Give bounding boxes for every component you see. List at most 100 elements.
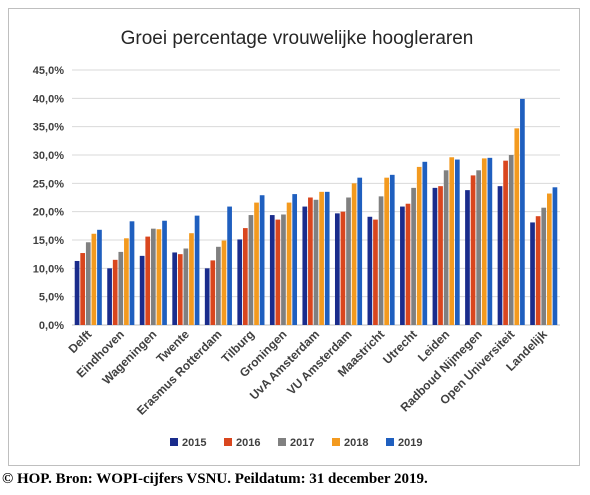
bar-2017-twente	[183, 248, 189, 325]
legend-swatch	[332, 438, 340, 446]
bar-2019-delft	[97, 229, 102, 325]
bar-2016-landelijk	[535, 216, 541, 325]
bar-2018-wageningen	[156, 229, 162, 325]
y-axis-ticks: 0,0% 5,0% 10,0% 15,0% 20,0% 25,0% 30,0% 35,0% 40…	[33, 65, 64, 332]
bar-2019-tilburg	[259, 195, 265, 325]
bar-2019-erasmus-rotterdam	[227, 206, 232, 325]
y-tick-label: 40,0%	[33, 93, 64, 105]
bar-2017-landelijk	[541, 207, 547, 325]
y-tick-label: 35,0%	[33, 122, 64, 134]
bar-2017-tilburg	[248, 215, 254, 325]
bar-2017-uva-amsterdam	[313, 199, 319, 325]
bar-2016-groningen	[275, 219, 281, 325]
y-tick-label: 25,0%	[33, 178, 64, 190]
bar-2017-delft	[85, 242, 91, 325]
bar-2015-groningen	[269, 215, 275, 325]
bar-2016-wageningen	[145, 236, 151, 325]
bar-2017-radboud-nijmegen	[476, 170, 482, 325]
bar-2015-twente	[172, 252, 178, 325]
bar-2017-utrecht	[411, 187, 416, 325]
bar-2016-erasmus-rotterdam	[210, 260, 216, 325]
legend: 2015 2016 2017 2018 2019	[170, 437, 422, 449]
bar-2018-landelijk	[546, 193, 552, 325]
bar-2019-wageningen	[162, 220, 167, 325]
x-tick-label: Utrecht	[380, 327, 420, 367]
y-tick-label: 20,0%	[33, 207, 64, 219]
bar-2018-leiden	[449, 157, 455, 325]
chart-title: Groei percentage vrouwelijke hoogleraren	[121, 28, 474, 49]
bar-2018-utrecht	[416, 166, 422, 325]
legend-label: 2016	[236, 437, 260, 449]
bar-2018-eindhoven	[124, 238, 129, 325]
bar-2017-groningen	[281, 214, 286, 325]
bar-2019-twente	[194, 215, 200, 325]
bar-2016-vu-amsterdam	[340, 211, 346, 325]
y-tick-label: 30,0%	[33, 150, 64, 162]
bar-2015-open-universiteit	[497, 186, 503, 325]
bar-2015-delft	[74, 260, 80, 325]
bar-2019-leiden	[454, 159, 460, 325]
bar-2017-maastricht	[378, 196, 384, 325]
x-tick-label: Delft	[66, 327, 95, 356]
bar-2016-utrecht	[405, 203, 411, 325]
bar-2018-uva-amsterdam	[319, 191, 324, 325]
bar-2016-leiden	[438, 186, 443, 325]
y-tick-label: 10,0%	[33, 263, 64, 275]
bar-2015-utrecht	[400, 206, 405, 325]
bar-2016-uva-amsterdam	[308, 197, 313, 325]
y-tick-label: 0,0%	[39, 320, 64, 332]
bar-2017-open-universiteit	[508, 155, 514, 325]
bar-2015-vu-amsterdam	[334, 213, 340, 325]
bar-2019-groningen	[292, 194, 298, 325]
bar-2019-uva-amsterdam	[324, 191, 330, 325]
bar-2015-erasmus-rotterdam	[204, 268, 210, 325]
bar-2018-radboud-nijmegen	[481, 158, 487, 325]
legend-swatch	[386, 438, 394, 446]
legend-swatch	[224, 438, 232, 446]
bar-2016-open-universiteit	[503, 160, 508, 325]
y-tick-label: 5,0%	[39, 292, 64, 304]
bar-2017-vu-amsterdam	[346, 197, 351, 325]
y-tick-label: 15,0%	[33, 235, 64, 247]
bar-2017-erasmus-rotterdam	[216, 246, 221, 325]
bar-2015-leiden	[432, 187, 438, 325]
bar-2017-eindhoven	[118, 251, 124, 325]
bar-2017-leiden	[443, 170, 449, 325]
source-credit: © HOP. Bron: WOPI-cijfers VSNU. Peildatu…	[2, 471, 428, 487]
bar-2018-erasmus-rotterdam	[221, 240, 227, 325]
bar-2019-landelijk	[552, 187, 558, 325]
bar-2015-uva-amsterdam	[302, 206, 308, 325]
legend-swatch	[170, 438, 178, 446]
bar-2018-groningen	[286, 202, 292, 325]
bar-2015-landelijk	[530, 222, 535, 325]
bar-2015-tilburg	[237, 239, 243, 325]
bar-2016-eindhoven	[112, 259, 118, 325]
bar-2018-open-universiteit	[514, 128, 520, 325]
bar-2018-twente	[189, 233, 194, 325]
bar-2019-maastricht	[389, 174, 395, 325]
bar-2019-radboud-nijmegen	[487, 157, 493, 325]
bar-2015-wageningen	[139, 255, 145, 325]
bar-2016-delft	[80, 253, 86, 325]
bar-2015-radboud-nijmegen	[465, 190, 470, 325]
bar-2019-vu-amsterdam	[357, 177, 363, 325]
bar-2018-tilburg	[254, 202, 259, 325]
bar-2016-twente	[177, 254, 183, 325]
bar-2015-maastricht	[367, 216, 373, 325]
legend-label: 2019	[398, 437, 422, 449]
bar-2016-radboud-nijmegen	[470, 175, 476, 325]
bar-2016-maastricht	[373, 219, 378, 325]
bar-2018-maastricht	[384, 177, 390, 325]
y-tick-label: 45,0%	[33, 65, 64, 77]
legend-label: 2017	[290, 437, 314, 449]
bar-2019-utrecht	[422, 161, 428, 325]
bar-2019-open-universiteit	[520, 98, 525, 326]
legend-label: 2015	[182, 437, 206, 449]
bar-2018-delft	[91, 233, 97, 325]
legend-swatch	[278, 438, 286, 446]
bars	[74, 98, 558, 326]
bar-2017-wageningen	[150, 228, 156, 325]
bar-2015-eindhoven	[107, 268, 112, 325]
